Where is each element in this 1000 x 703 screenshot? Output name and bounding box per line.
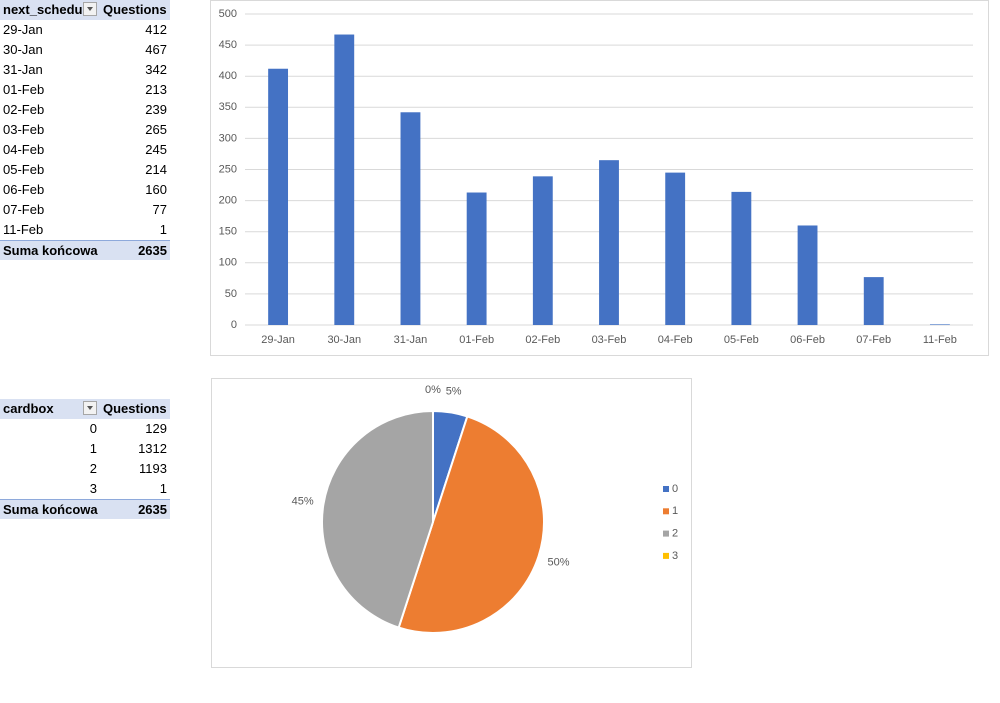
table-cell: 01-Feb [3, 82, 45, 97]
table-cell: 03-Feb [3, 122, 45, 137]
legend-swatch [663, 552, 669, 559]
filter-dropdown[interactable] [83, 2, 97, 16]
bar [532, 176, 553, 325]
data-label: 5% [446, 386, 462, 398]
x-tick-label: 29-Jan [261, 334, 295, 346]
legend-swatch [663, 530, 669, 537]
table-cell: 05-Feb [3, 162, 45, 177]
table-header: Questions [100, 399, 170, 419]
table-cell: 0 [89, 421, 97, 436]
table-cell: 11-Feb [3, 222, 44, 237]
table-cell: 467 [145, 42, 167, 57]
table-cell: 30-Jan [3, 42, 43, 57]
y-tick-label: 100 [219, 257, 237, 269]
table-cell: 77 [152, 202, 167, 217]
bar [268, 68, 289, 326]
table-cell: 06-Feb [3, 182, 45, 197]
filter-dropdown[interactable] [83, 401, 97, 415]
pie-slice [321, 409, 434, 629]
table-total: 2635 [100, 240, 170, 260]
table-cell: 04-Feb [3, 142, 45, 157]
x-tick-label: 07-Feb [856, 334, 891, 346]
table-cell: 1 [159, 481, 167, 496]
data-label: 50% [548, 557, 570, 569]
bar [466, 192, 487, 325]
table-cell: 129 [145, 421, 167, 436]
y-tick-label: 350 [219, 101, 237, 113]
table-total: 2635 [100, 499, 170, 519]
bar [929, 324, 950, 325]
x-tick-label: 31-Jan [394, 334, 428, 346]
table-cell: 214 [145, 162, 167, 177]
table-cell: 265 [145, 122, 167, 137]
table-cell: 213 [145, 82, 167, 97]
table-cell: 07-Feb [3, 202, 45, 217]
x-tick-label: 06-Feb [790, 334, 825, 346]
table-cell: 1312 [138, 441, 167, 456]
y-tick-label: 150 [219, 226, 237, 238]
table-cell: 239 [145, 102, 167, 117]
table-cell: 2 [89, 461, 97, 476]
x-tick-label: 04-Feb [658, 334, 693, 346]
bar [334, 34, 355, 325]
legend-label: 0 [672, 483, 678, 495]
bar [599, 160, 619, 325]
table-cell: 29-Jan [3, 22, 43, 37]
data-label: 45% [292, 495, 314, 507]
legend-label: 3 [672, 550, 678, 562]
legend-label: 2 [672, 528, 678, 540]
table-cell: 1 [159, 222, 167, 237]
table-cell: 1 [89, 441, 97, 456]
table-cell: 412 [145, 22, 167, 37]
bar [665, 172, 686, 325]
table-cell: 160 [145, 182, 167, 197]
legend-label: 1 [672, 505, 678, 517]
table-cell: 1193 [139, 461, 167, 476]
x-tick-label: 11-Feb [923, 334, 957, 346]
y-tick-label: 250 [219, 163, 237, 175]
table-cell: 02-Feb [3, 102, 45, 117]
x-tick-label: 30-Jan [327, 334, 361, 346]
legend-swatch [663, 486, 669, 492]
table-cell: 31-Jan [3, 62, 43, 77]
table-header: cardbox [0, 399, 100, 419]
table-header: next_schedu [0, 0, 100, 20]
bar [400, 112, 421, 325]
table-header: Questions [100, 0, 170, 20]
bar [863, 277, 884, 325]
y-tick-label: 0 [231, 319, 237, 331]
x-tick-label: 05-Feb [724, 334, 759, 346]
x-tick-label: 01-Feb [459, 334, 494, 346]
bar [797, 225, 818, 325]
x-tick-label: 02-Feb [525, 334, 560, 346]
table-cell: 3 [89, 481, 97, 496]
x-tick-label: 03-Feb [592, 334, 627, 346]
table-cell: 245 [145, 142, 167, 157]
bar [731, 191, 752, 325]
legend-swatch [663, 508, 669, 515]
pie-slice [397, 415, 546, 635]
y-tick-label: 400 [219, 70, 237, 82]
y-tick-label: 450 [219, 39, 237, 51]
table-total: Suma końcowa [0, 240, 100, 260]
y-tick-label: 300 [219, 132, 237, 144]
data-label: 0% [425, 384, 441, 396]
table-cell: 342 [145, 62, 167, 77]
table-total: Suma końcowa [0, 499, 100, 519]
y-tick-label: 500 [219, 8, 237, 20]
y-tick-label: 200 [219, 195, 237, 207]
y-tick-label: 50 [225, 288, 237, 300]
